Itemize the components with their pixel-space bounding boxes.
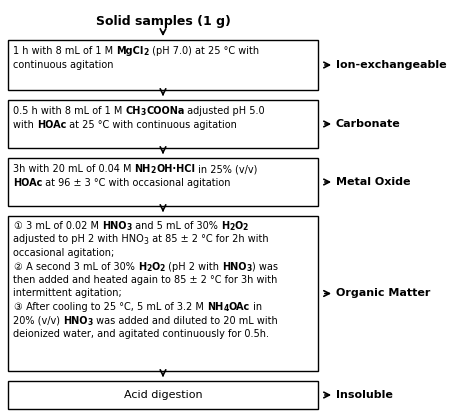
Bar xyxy=(8,216,318,371)
Text: HNO: HNO xyxy=(222,261,246,271)
Text: 4: 4 xyxy=(223,304,228,313)
Text: intermittent agitation;: intermittent agitation; xyxy=(13,289,122,299)
Text: (pH 7.0) at 25 °C with: (pH 7.0) at 25 °C with xyxy=(149,46,259,56)
Text: OH·HCl: OH·HCl xyxy=(156,164,195,174)
Text: Solid samples (1 g): Solid samples (1 g) xyxy=(96,15,230,28)
Text: H: H xyxy=(221,221,229,231)
Text: 2: 2 xyxy=(146,264,151,273)
Text: 3: 3 xyxy=(127,223,132,232)
Text: HNO: HNO xyxy=(102,221,127,231)
Text: 3: 3 xyxy=(246,264,252,273)
Text: at 96 ± 3 °C with occasional agitation: at 96 ± 3 °C with occasional agitation xyxy=(42,178,231,188)
Text: 3: 3 xyxy=(144,237,149,246)
Text: at 25 °C with continuous agitation: at 25 °C with continuous agitation xyxy=(66,120,237,130)
Text: at 85 ± 2 °C for 2h with: at 85 ± 2 °C for 2h with xyxy=(149,235,268,244)
Text: was added and diluted to 20 mL with: was added and diluted to 20 mL with xyxy=(93,316,278,325)
Text: continuous agitation: continuous agitation xyxy=(13,60,113,70)
Text: (pH 2 with: (pH 2 with xyxy=(165,261,222,271)
Text: O: O xyxy=(151,261,160,271)
Bar xyxy=(8,40,318,90)
Bar xyxy=(8,158,318,206)
Text: with: with xyxy=(13,120,37,130)
Text: 20% (v/v): 20% (v/v) xyxy=(13,316,63,325)
Text: 3h with 20 mL of 0.04 M: 3h with 20 mL of 0.04 M xyxy=(13,164,135,174)
Bar xyxy=(8,381,318,409)
Text: A second 3 mL of 30%: A second 3 mL of 30% xyxy=(23,261,138,271)
Text: Acid digestion: Acid digestion xyxy=(124,390,202,400)
Text: OAc: OAc xyxy=(228,302,250,312)
Text: ①: ① xyxy=(13,221,22,231)
Text: 3: 3 xyxy=(88,318,93,327)
Text: adjusted to pH 2 with HNO: adjusted to pH 2 with HNO xyxy=(13,235,144,244)
Text: 1 h with 8 mL of 1 M: 1 h with 8 mL of 1 M xyxy=(13,46,116,56)
Text: deionized water, and agitated continuously for 0.5h.: deionized water, and agitated continuous… xyxy=(13,329,269,339)
Text: Carbonate: Carbonate xyxy=(336,119,401,129)
Text: 3 mL of 0.02 M: 3 mL of 0.02 M xyxy=(23,221,102,231)
Text: O: O xyxy=(234,221,243,231)
Text: NH: NH xyxy=(207,302,223,312)
Text: MgCl: MgCl xyxy=(116,46,144,56)
Text: and 5 mL of 30%: and 5 mL of 30% xyxy=(132,221,221,231)
Text: Ion-exchangeable: Ion-exchangeable xyxy=(336,60,447,70)
Text: After cooling to 25 °C, 5 mL of 3.2 M: After cooling to 25 °C, 5 mL of 3.2 M xyxy=(23,302,207,312)
Text: 2: 2 xyxy=(144,48,149,57)
Text: 2: 2 xyxy=(160,264,165,273)
Text: 2: 2 xyxy=(151,166,156,175)
Text: CH: CH xyxy=(126,106,141,116)
Text: HNO: HNO xyxy=(63,316,88,325)
Text: in: in xyxy=(250,302,262,312)
Text: adjusted pH 5.0: adjusted pH 5.0 xyxy=(184,106,265,116)
Text: 0.5 h with 8 mL of 1 M: 0.5 h with 8 mL of 1 M xyxy=(13,106,126,116)
Bar xyxy=(8,100,318,148)
Text: 2: 2 xyxy=(229,223,234,232)
Text: then added and heated again to 85 ± 2 °C for 3h with: then added and heated again to 85 ± 2 °C… xyxy=(13,275,277,285)
Text: HOAc: HOAc xyxy=(37,120,66,130)
Text: COONa: COONa xyxy=(146,106,184,116)
Text: ②: ② xyxy=(13,261,22,271)
Text: 2: 2 xyxy=(243,223,248,232)
Text: occasional agitation;: occasional agitation; xyxy=(13,248,114,258)
Text: H: H xyxy=(138,261,146,271)
Text: 3: 3 xyxy=(141,108,146,117)
Text: ③: ③ xyxy=(13,302,22,312)
Text: ) was: ) was xyxy=(252,261,278,271)
Text: Organic Matter: Organic Matter xyxy=(336,289,430,299)
Text: in 25% (v/v): in 25% (v/v) xyxy=(195,164,257,174)
Text: HOAc: HOAc xyxy=(13,178,42,188)
Text: Metal Oxide: Metal Oxide xyxy=(336,177,410,187)
Text: NH: NH xyxy=(135,164,151,174)
Text: Insoluble: Insoluble xyxy=(336,390,393,400)
